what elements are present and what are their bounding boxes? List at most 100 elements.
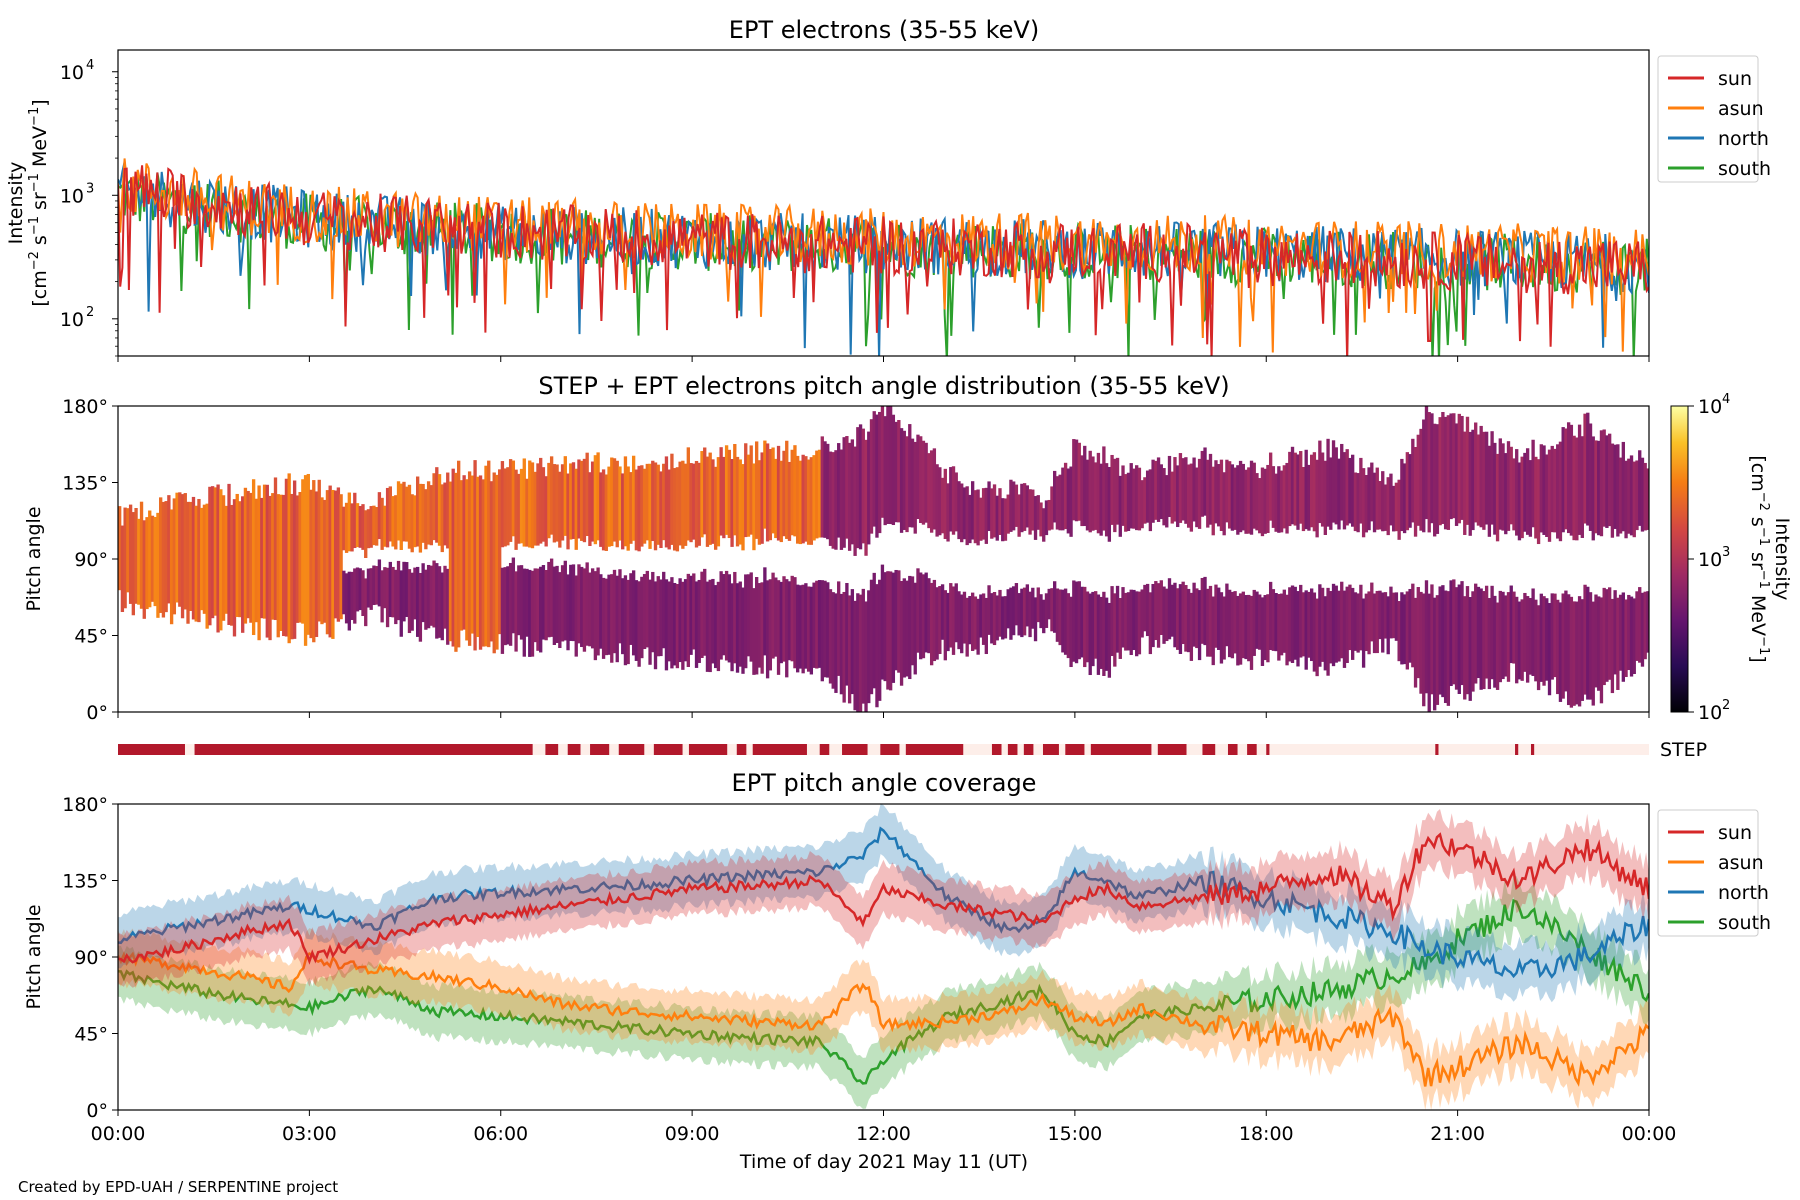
heat-cell [421,563,425,623]
heat-cell [631,570,636,656]
heat-cell [358,568,362,611]
heat-cell [566,473,570,550]
heat-cell [462,475,466,630]
panel3-band-asun [118,928,1649,1110]
heat-cell [875,584,879,708]
heat-cell [1449,413,1453,520]
heat-cell [429,485,434,546]
heat-cell [711,578,715,664]
heat-cell [735,583,740,673]
legend-box [1657,55,1759,183]
heat-cell [522,568,526,657]
heat-cell [383,567,387,609]
heat-cell [156,512,160,618]
heat-cell [1009,587,1013,640]
cb-l2-d: −1 [1756,527,1771,546]
heat-cell [1348,584,1352,651]
heat-cell [1206,459,1210,528]
heat-cell [801,584,805,674]
heat-cell [741,587,745,674]
heat-cell [1498,590,1502,683]
heat-cell [1307,464,1311,531]
step-segment [1065,744,1085,755]
heat-cell [678,461,682,546]
step-segment [736,744,747,755]
heat-cell [224,505,228,614]
heat-cell [1493,595,1497,688]
heat-cell [1411,583,1415,668]
heat-cell [1474,583,1478,684]
heat-cell [856,427,860,549]
heat-cell [1484,585,1489,679]
heat-cell [555,464,559,542]
heat-cell [612,569,617,654]
step-segment [1007,744,1018,755]
heat-cell [1531,439,1535,528]
heat-cell [333,490,338,619]
heat-cell [601,577,606,659]
heat-cell [1452,579,1456,685]
heat-cell [949,467,953,532]
heat-cell [957,591,961,650]
heat-cell [415,566,420,637]
ytick-label: 90° [74,947,108,969]
heat-cell [973,596,978,650]
panel3-line-north [118,826,1649,979]
heat-cell [364,510,368,558]
heat-cell [1178,584,1183,654]
heat-cell [120,525,125,613]
heat-cell [861,588,865,704]
heat-cell [1577,424,1582,535]
heat-cell [1025,485,1029,528]
heat-cell [1438,417,1442,526]
heat-cell [929,450,934,533]
heat-cell [235,493,239,617]
heat-cell [858,594,863,712]
heat-cell [662,571,666,649]
heat-cell [495,474,499,650]
heat-cell [872,411,876,527]
heat-cell [626,579,630,665]
heat-cell [350,571,354,621]
heat-cell [355,503,360,548]
heat-cell [828,451,833,546]
heat-cell [1386,596,1390,655]
heat-cell [1167,578,1172,640]
heat-cell [812,455,816,541]
heat-cell [145,517,149,610]
heat-cell [987,585,991,635]
heat-cell [271,493,275,620]
step-segment [819,744,830,755]
panel1-ytick-label: 10 [60,185,84,207]
heat-cell [1605,589,1609,682]
heat-cell [1476,586,1481,679]
heat-cell [883,572,887,682]
heat-cell [1640,457,1645,532]
heat-cell [347,492,351,552]
panel1-legend: sun asun north south [1657,55,1771,183]
heat-cell [1495,453,1500,542]
heat-cell [727,574,731,663]
heat-cell [730,459,734,547]
heat-cell [612,458,617,542]
heat-cell [1036,587,1040,623]
heat-cell [364,578,368,627]
heat-cell [981,488,986,540]
heat-cell [651,460,655,542]
heat-cell [131,512,136,616]
heat-cell [891,572,896,683]
heat-cell [1405,452,1410,531]
heat-cell [1230,464,1235,531]
heat-cell [1110,586,1114,657]
heat-cell [1017,593,1021,636]
heat-cell [1061,589,1065,653]
heat-cell [1318,584,1322,667]
heat-cell [645,463,649,541]
heat-cell [1359,584,1363,651]
step-segment [118,744,185,755]
heat-cell [1290,585,1295,663]
colorbar [1670,405,1689,713]
heat-cell [1342,452,1347,530]
heat-cell [492,472,496,654]
